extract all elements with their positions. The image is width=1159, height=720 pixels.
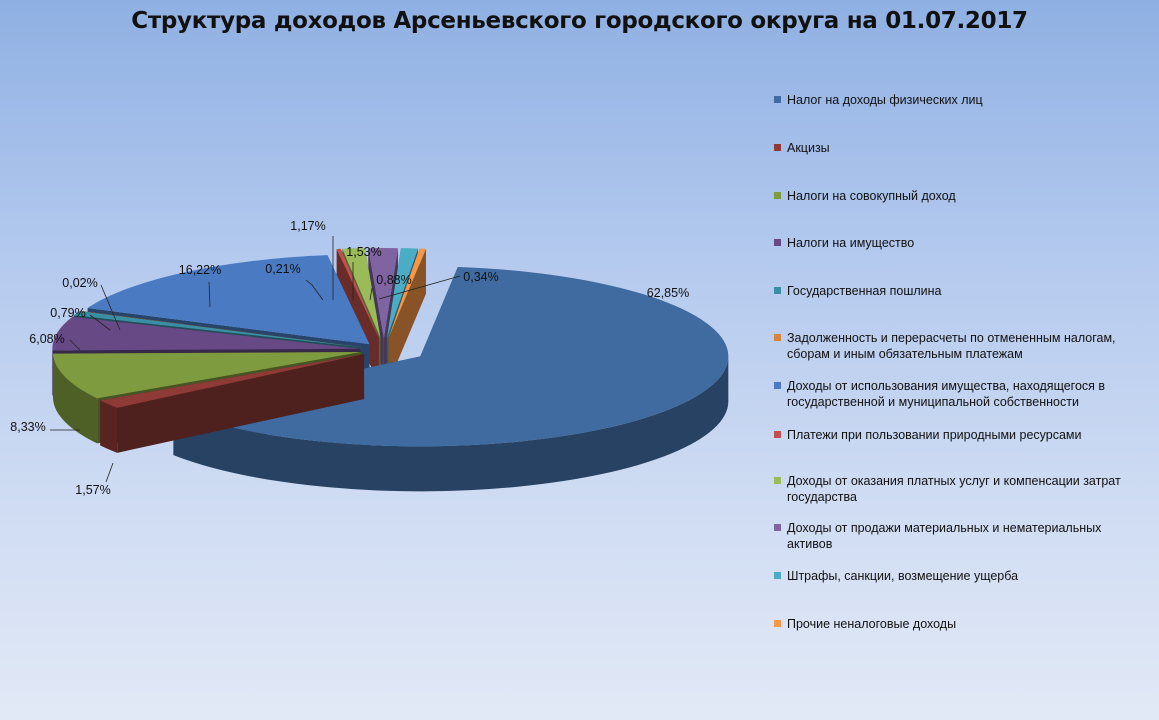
legend-swatch — [774, 239, 781, 246]
legend-swatch — [774, 620, 781, 627]
legend-item: Налоги на совокупный доход — [774, 188, 1149, 204]
legend-item: Налоги на имущество — [774, 235, 1149, 251]
legend-swatch — [774, 96, 781, 103]
legend-label: Доходы от продажи материальных и нематер… — [787, 521, 1102, 551]
legend-label: Налоги на имущество — [787, 236, 915, 250]
legend-swatch — [774, 477, 781, 484]
data-label: 0,79% — [50, 306, 85, 320]
legend-item: Доходы от оказания платных услуг и компе… — [774, 473, 1149, 505]
data-label: 0,34% — [463, 270, 498, 284]
legend-swatch — [774, 334, 781, 341]
legend-label: Задолженность и перерасчеты по отмененны… — [787, 331, 1116, 361]
leader-line — [69, 339, 81, 351]
data-label: 1,17% — [290, 219, 325, 233]
legend-item: Штрафы, санкции, возмещение ущерба — [774, 568, 1149, 584]
leader-line — [378, 275, 461, 300]
chart-title: Структура доходов Арсеньевского городско… — [131, 8, 1028, 34]
legend-item: Акцизы — [774, 140, 1149, 156]
data-label: 6,08% — [29, 332, 64, 346]
leader-line — [89, 314, 111, 331]
data-label: 0,88% — [376, 273, 411, 287]
legend-label: Платежи при пользовании природными ресур… — [787, 428, 1082, 442]
legend-swatch — [774, 524, 781, 531]
leader-line — [369, 287, 373, 301]
legend-item: Прочие неналоговые доходы — [774, 616, 1149, 632]
legend-item: Платежи при пользовании природными ресур… — [774, 427, 1149, 443]
legend-item: Доходы от продажи материальных и нематер… — [774, 520, 1149, 552]
legend-item: Доходы от использования имущества, наход… — [774, 378, 1149, 410]
legend-swatch — [774, 144, 781, 151]
pie-slice — [100, 354, 365, 453]
legend-swatch — [774, 192, 781, 199]
legend-item: Налог на доходы физических лиц — [774, 92, 1149, 108]
legend-label: Прочие неналоговые доходы — [787, 617, 957, 631]
data-label: 62,85% — [647, 286, 689, 300]
legend-swatch — [774, 572, 781, 579]
data-label: 8,33% — [10, 420, 45, 434]
legend-swatch — [774, 382, 781, 389]
leader-line — [105, 462, 114, 483]
legend-label: Налог на доходы физических лиц — [787, 93, 983, 107]
data-label: 1,57% — [75, 483, 110, 497]
legend-label: Доходы от оказания платных услуг и компе… — [787, 474, 1121, 504]
legend-label: Штрафы, санкции, возмещение ущерба — [787, 569, 1019, 583]
legend-item: Государственная пошлина — [774, 283, 1149, 299]
data-label: 1,53% — [346, 245, 381, 259]
data-label: 0,21% — [265, 262, 300, 276]
leader-line — [305, 279, 324, 301]
data-label: 0,02% — [62, 276, 97, 290]
leader-line — [100, 284, 121, 331]
legend-item: Задолженность и перерасчеты по отмененны… — [774, 330, 1149, 362]
leader-line — [208, 281, 211, 308]
legend-label: Государственная пошлина — [787, 284, 942, 298]
legend-swatch — [774, 287, 781, 294]
legend-label: Акцизы — [787, 141, 830, 155]
pie-slice — [388, 248, 426, 384]
data-label: 16,22% — [179, 263, 221, 277]
legend-swatch — [774, 431, 781, 438]
legend-label: Доходы от использования имущества, наход… — [787, 379, 1106, 409]
legend-label: Налоги на совокупный доход — [787, 189, 956, 203]
